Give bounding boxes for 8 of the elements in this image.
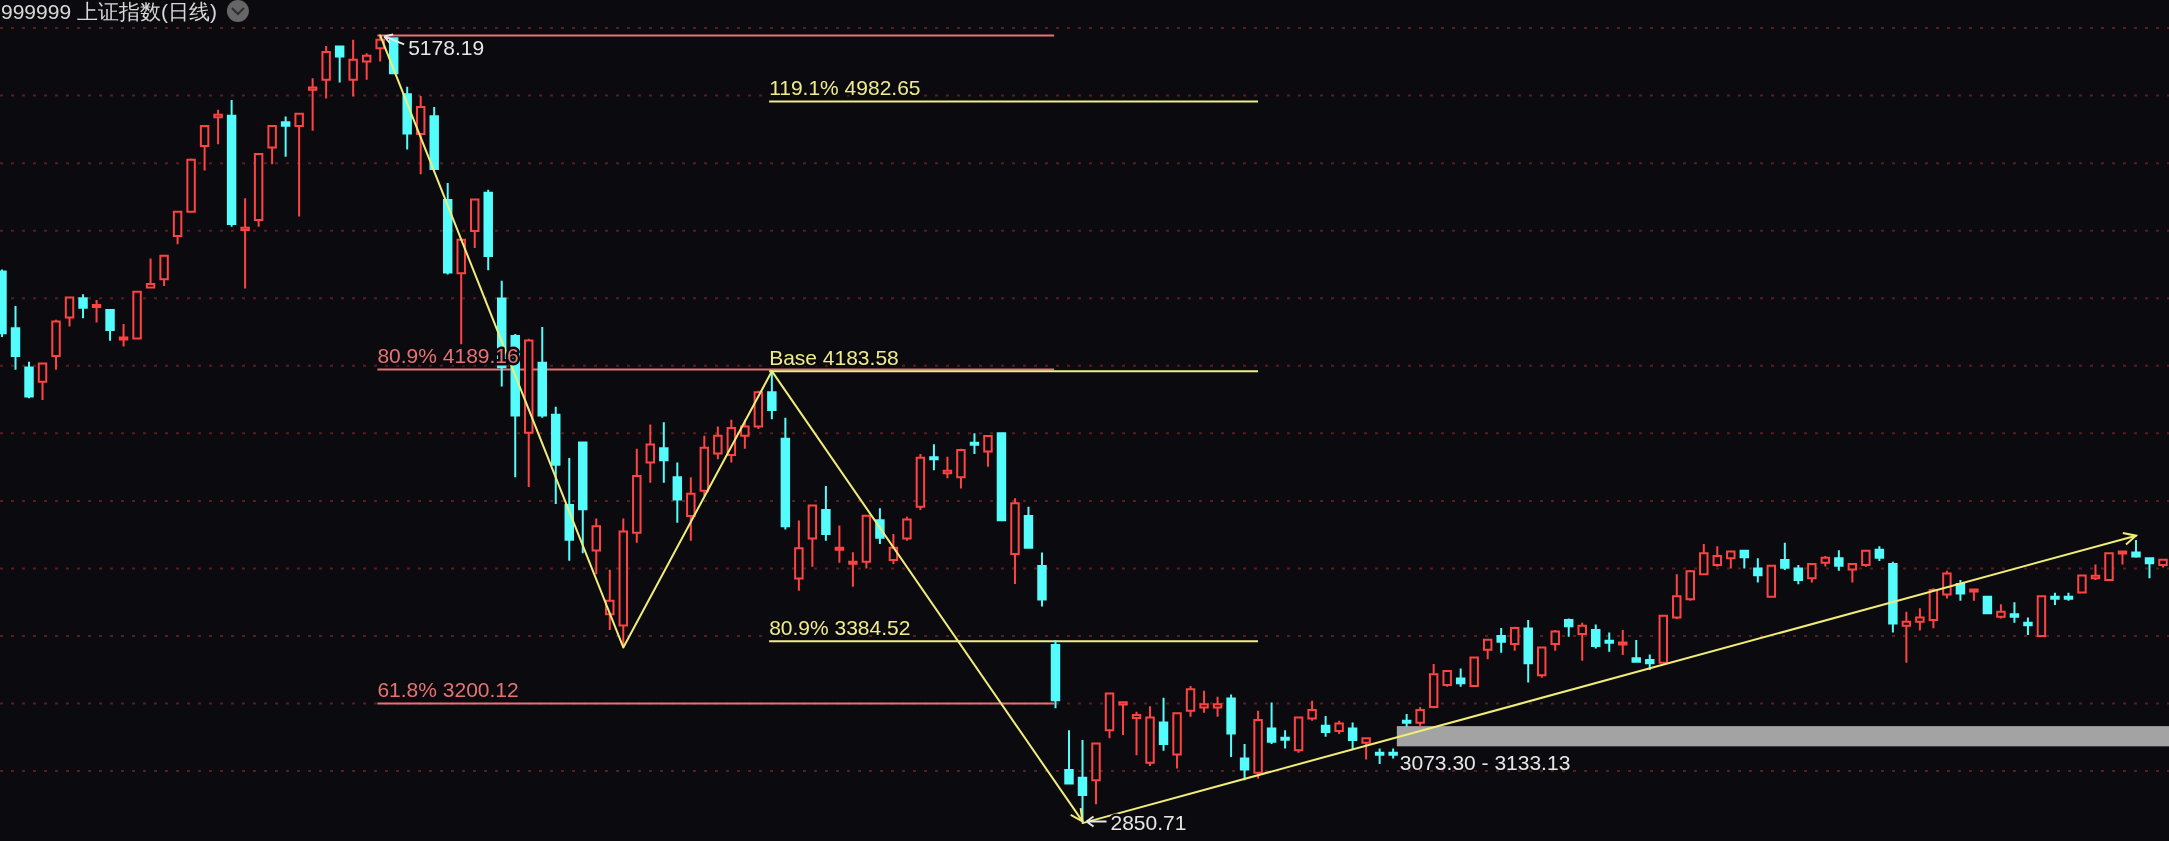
ref-line-label: 61.8% 3200.12 <box>377 678 519 702</box>
band-label: 3073.30 - 3133.13 <box>1399 751 1571 775</box>
chart-title: 999999 上证指数(日线) <box>1 0 217 23</box>
ref-line-label: 119.1% 4982.65 <box>769 76 921 100</box>
annotation: 5178.19 <box>408 36 485 60</box>
annotation: 2850.71 <box>1110 810 1187 834</box>
ref-line-label: 80.9% 3384.52 <box>769 616 911 640</box>
ref-line-label: Base 4183.58 <box>769 346 899 370</box>
